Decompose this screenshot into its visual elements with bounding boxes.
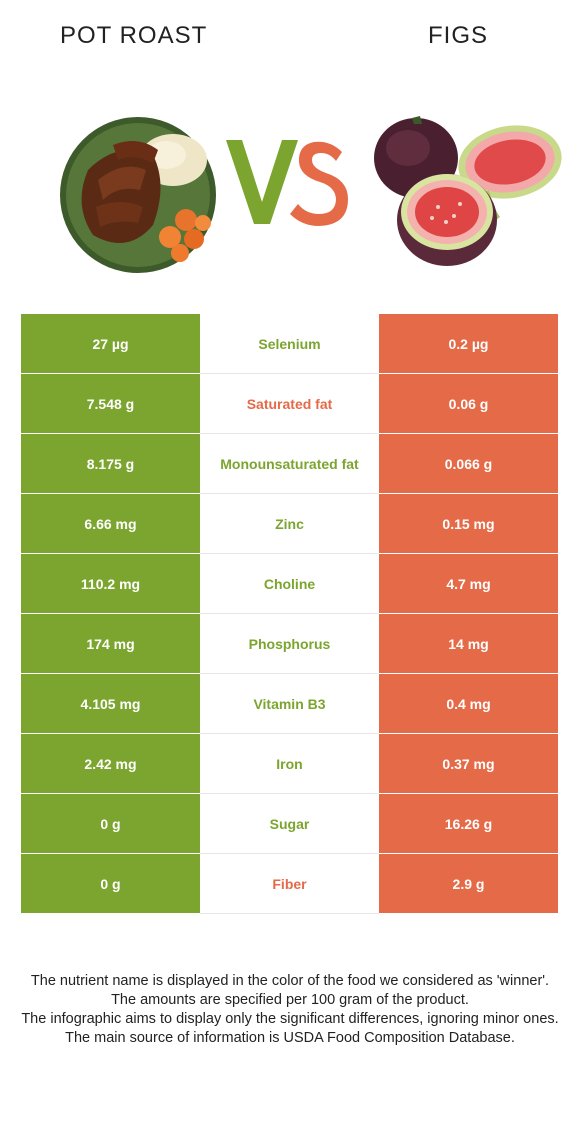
right-food-value: 0.37 mg (379, 733, 558, 794)
left-food-value: 8.175 g (21, 433, 200, 494)
nutrient-name: Fiber (200, 853, 379, 914)
left-food-value: 6.66 mg (21, 493, 200, 554)
nutrient-name: Monounsaturated fat (200, 433, 379, 494)
right-food-value: 0.15 mg (379, 493, 558, 554)
table-row: 8.175 g Monounsaturated fat 0.066 g (21, 433, 558, 494)
right-food-value: 0.066 g (379, 433, 558, 494)
table-row: 4.105 mg Vitamin B3 0.4 mg (21, 673, 558, 734)
right-food-value: 16.26 g (379, 793, 558, 854)
right-food-value: 14 mg (379, 613, 558, 674)
nutrient-name: Sugar (200, 793, 379, 854)
right-food-value: 4.7 mg (379, 553, 558, 614)
footnote-line: The infographic aims to display only the… (21, 1011, 559, 1027)
left-food-value: 0 g (21, 793, 200, 854)
left-food-value: 174 mg (21, 613, 200, 674)
left-food-value: 7.548 g (21, 373, 200, 434)
vs-v-letter (226, 140, 298, 224)
nutrient-name: Zinc (200, 493, 379, 554)
nutrient-name: Saturated fat (200, 373, 379, 434)
right-food-value: 0.4 mg (379, 673, 558, 734)
nutrient-name: Selenium (200, 314, 379, 374)
right-food-value: 0.2 µg (379, 314, 558, 374)
nutrient-name: Vitamin B3 (200, 673, 379, 734)
figs-image (374, 116, 562, 266)
footnote-line: The nutrient name is displayed in the co… (30, 973, 550, 989)
left-food-title: POT ROAST (60, 22, 208, 49)
comparison-table: 27 µg Selenium 0.2 µg 7.548 g Saturated fat 0… (21, 314, 558, 914)
table-row: 110.2 mg Choline 4.7 mg (21, 553, 558, 614)
right-food-value: 2.9 g (379, 853, 558, 914)
table-row: 6.66 mg Zinc 0.15 mg (21, 493, 558, 554)
left-food-value: 110.2 mg (21, 553, 200, 614)
right-food-value: 0.06 g (379, 373, 558, 434)
vs-s-letter (290, 141, 348, 226)
left-food-value: 0 g (21, 853, 200, 914)
pot-roast-image (60, 117, 216, 273)
table-row: 0 g Fiber 2.9 g (21, 853, 558, 914)
footnote-line: The amounts are specified per 100 gram o… (111, 992, 469, 1008)
vs-label (226, 140, 348, 226)
table-row: 7.548 g Saturated fat 0.06 g (21, 373, 558, 434)
table-row: 2.42 mg Iron 0.37 mg (21, 733, 558, 794)
right-food-title: FIGS (428, 22, 489, 49)
nutrient-name: Choline (200, 553, 379, 614)
table-row: 174 mg Phosphorus 14 mg (21, 613, 558, 674)
nutrient-name: Iron (200, 733, 379, 794)
left-food-value: 27 µg (21, 314, 200, 374)
footnote: The nutrient name is displayed in the co… (20, 972, 560, 1048)
table-row: 0 g Sugar 16.26 g (21, 793, 558, 854)
footnote-line: The main source of information is USDA F… (65, 1030, 515, 1046)
table-row: 27 µg Selenium 0.2 µg (21, 314, 558, 374)
left-food-value: 4.105 mg (21, 673, 200, 734)
left-food-value: 2.42 mg (21, 733, 200, 794)
nutrient-name: Phosphorus (200, 613, 379, 674)
